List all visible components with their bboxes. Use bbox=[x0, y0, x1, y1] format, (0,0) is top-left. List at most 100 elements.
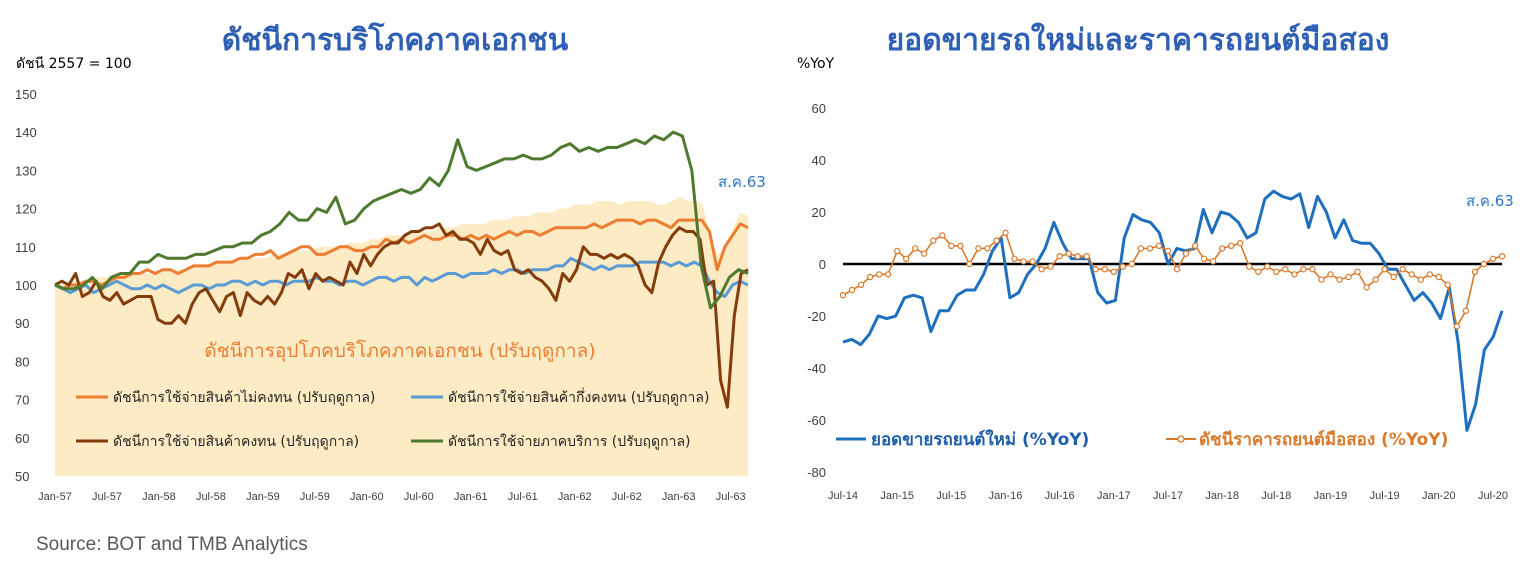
legend-label-durable: ดัชนีการใช้จ่ายสินค้าคงทน (ปรับฤดูกาล) bbox=[113, 433, 359, 450]
used-car-price-point bbox=[1435, 273, 1443, 281]
used-car-price-point bbox=[1372, 276, 1379, 283]
used-car-price-point bbox=[975, 245, 982, 252]
left-x-tick-label: Jul-58 bbox=[196, 491, 226, 503]
left-x-tick-label: Jul-59 bbox=[300, 491, 330, 503]
right-y-tick-label: 0 bbox=[819, 257, 826, 272]
right-annotation: ส.ค.63 bbox=[1466, 192, 1514, 210]
left-x-tick-label: Jan-60 bbox=[350, 491, 384, 503]
used-car-price-point bbox=[1471, 268, 1479, 275]
right-x-ticks: Jul-14 Jan-15 Jul-15 Jan-16 Jul-16 Jan-17 Jul-… bbox=[828, 490, 1508, 502]
left-series-semidurable bbox=[54, 256, 749, 298]
right-y-unit: %YoY bbox=[797, 56, 835, 72]
left-chart-title: ดัชนีการบริโภคภาคเอกชน bbox=[222, 21, 569, 58]
used-car-price-point bbox=[921, 250, 928, 257]
used-car-price-point bbox=[894, 247, 901, 255]
used-car-price-point bbox=[1011, 255, 1018, 262]
right-y-tick-label: 20 bbox=[812, 205, 826, 220]
used-car-price-point bbox=[1273, 268, 1280, 275]
used-car-price-point bbox=[1146, 245, 1154, 252]
left-y-ticks: 50 60 70 80 90 100 110 120 130 140 150 bbox=[15, 87, 37, 484]
left-x-tick-label: Jan-59 bbox=[246, 491, 280, 503]
used-car-price-point bbox=[966, 260, 973, 268]
source-note: Source: BOT and TMB Analytics bbox=[36, 534, 308, 555]
left-y-unit: ดัชนี 2557 = 100 bbox=[16, 56, 132, 72]
legend-item-services: ดัชนีการใช้จ่ายภาคบริการ (ปรับฤดูกาล) bbox=[411, 433, 691, 450]
legend-label-semidurable: ดัชนีการใช้จ่ายสินค้ากึ่งคงทน (ปรับฤดูกา… bbox=[448, 388, 709, 406]
right-series-lines bbox=[839, 189, 1506, 432]
used-car-price-point bbox=[1119, 263, 1127, 270]
used-car-price-point bbox=[1354, 268, 1361, 275]
used-car-price-point bbox=[1047, 263, 1054, 270]
used-car-price-point bbox=[957, 242, 964, 249]
legend-label-new-car-sales: ยอดขายรถยนต์ใหม่ (%YoY) bbox=[871, 429, 1089, 450]
right-x-tick-label: Jul-20 bbox=[1478, 490, 1508, 502]
used-car-price-point bbox=[1164, 247, 1172, 255]
used-car-price-point bbox=[1110, 268, 1118, 275]
used-car-price-point bbox=[1327, 271, 1334, 278]
used-car-price-point bbox=[1092, 266, 1100, 273]
used-car-price-point bbox=[1101, 266, 1109, 273]
left-y-tick-label: 130 bbox=[15, 163, 37, 178]
used-car-price-point bbox=[1498, 253, 1506, 260]
used-car-price-point bbox=[1083, 253, 1090, 260]
right-y-tick-label: 60 bbox=[812, 101, 826, 116]
right-x-tick-label: Jan-20 bbox=[1422, 490, 1456, 502]
used-car-price-point bbox=[1200, 255, 1208, 262]
left-y-tick-label: 50 bbox=[15, 469, 29, 484]
used-car-price-point bbox=[1155, 242, 1163, 249]
used-car-price-point bbox=[1381, 266, 1388, 273]
left-chart: ดัชนีการบริโภคภาคเอกชน ดัชนี 2557 = 100 … bbox=[15, 21, 766, 503]
used-car-price-point bbox=[1300, 266, 1307, 273]
legend-item-durable: ดัชนีการใช้จ่ายสินค้าคงทน (ปรับฤดูกาล) bbox=[76, 433, 359, 450]
used-car-price-point bbox=[939, 232, 946, 239]
used-car-price-point bbox=[1245, 263, 1253, 270]
left-series-services bbox=[54, 130, 749, 310]
used-car-price-point bbox=[1029, 258, 1036, 265]
left-x-tick-label: Jan-63 bbox=[662, 491, 696, 503]
right-legend: ยอดขายรถยนต์ใหม่ (%YoY) ดัชนีราคารถยนต์ม… bbox=[836, 429, 1448, 450]
used-car-price-point bbox=[903, 255, 910, 262]
used-car-price-point bbox=[1363, 284, 1370, 291]
right-series-new-car-sales bbox=[842, 189, 1504, 432]
right-y-tick-label: -60 bbox=[807, 413, 826, 428]
right-x-tick-label: Jan-16 bbox=[989, 490, 1023, 502]
used-car-price-point bbox=[1227, 242, 1235, 249]
left-area-label: ดัชนีการอุปโภคบริโภคภาคเอกชน (ปรับฤดูกาล… bbox=[204, 339, 595, 363]
legend-item-new-car-sales: ยอดขายรถยนต์ใหม่ (%YoY) bbox=[836, 429, 1089, 450]
right-y-ticks: 60 40 20 0 -20 -40 -60 -80 bbox=[807, 101, 826, 480]
legend-item-semidurable: ดัชนีการใช้จ่ายสินค้ากึ่งคงทน (ปรับฤดูกา… bbox=[411, 388, 709, 406]
used-car-price-point bbox=[1291, 271, 1298, 278]
used-car-price-point bbox=[1417, 276, 1425, 283]
left-y-tick-label: 90 bbox=[15, 316, 29, 331]
left-x-ticks: Jan-57 Jul-57 Jan-58 Jul-58 Jan-59 Jul-59 Jan-… bbox=[38, 491, 745, 503]
used-car-price-point bbox=[1056, 253, 1063, 260]
legend-marker-used-car-price bbox=[1177, 435, 1185, 443]
left-x-tick-label: Jul-61 bbox=[508, 491, 538, 503]
right-x-tick-label: Jul-18 bbox=[1261, 490, 1291, 502]
right-chart: ยอดขายรถใหม่และราคารถยนต์มือสอง %YoY 60 4… bbox=[797, 22, 1514, 502]
used-car-price-point bbox=[1408, 271, 1415, 278]
left-x-tick-label: Jan-61 bbox=[454, 491, 488, 503]
used-car-price-point bbox=[1236, 239, 1244, 247]
used-car-price-point bbox=[912, 245, 919, 252]
left-x-tick-label: Jan-62 bbox=[558, 491, 592, 503]
right-x-tick-label: Jan-18 bbox=[1205, 490, 1239, 502]
left-x-tick-label: Jul-60 bbox=[404, 491, 434, 503]
used-car-price-point bbox=[1182, 250, 1190, 257]
used-car-price-point bbox=[1038, 266, 1045, 273]
used-car-price-point bbox=[1309, 266, 1316, 273]
right-chart-title: ยอดขายรถใหม่และราคารถยนต์มือสอง bbox=[887, 22, 1390, 58]
right-x-tick-label: Jul-14 bbox=[828, 490, 858, 502]
used-car-price-point bbox=[1173, 266, 1181, 273]
used-car-price-point bbox=[1336, 276, 1343, 283]
left-y-tick-label: 60 bbox=[15, 431, 29, 446]
used-car-price-point bbox=[993, 237, 1000, 244]
left-annotation: ส.ค.63 bbox=[718, 173, 766, 191]
left-series-lines bbox=[54, 130, 749, 409]
used-car-price-point bbox=[884, 271, 892, 278]
used-car-price-point bbox=[875, 271, 883, 278]
used-car-price-point bbox=[1426, 271, 1434, 278]
used-car-price-point bbox=[1462, 307, 1470, 314]
used-car-price-point bbox=[1074, 253, 1081, 260]
